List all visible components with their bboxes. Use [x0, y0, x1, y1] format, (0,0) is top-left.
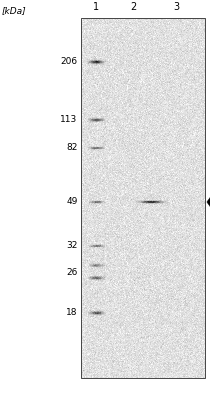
Text: 18: 18 [66, 308, 78, 317]
Text: 206: 206 [60, 58, 78, 66]
Text: 113: 113 [60, 116, 78, 124]
Bar [81, 18, 205, 378]
Text: 82: 82 [66, 144, 78, 152]
Text: 1: 1 [92, 2, 99, 12]
Polygon shape [207, 191, 210, 213]
Text: 2: 2 [130, 2, 136, 12]
Text: 26: 26 [66, 268, 78, 277]
Text: 49: 49 [66, 198, 78, 206]
Text: 32: 32 [66, 242, 78, 250]
Text: 3: 3 [173, 2, 180, 12]
Text: [kDa]: [kDa] [2, 6, 27, 15]
